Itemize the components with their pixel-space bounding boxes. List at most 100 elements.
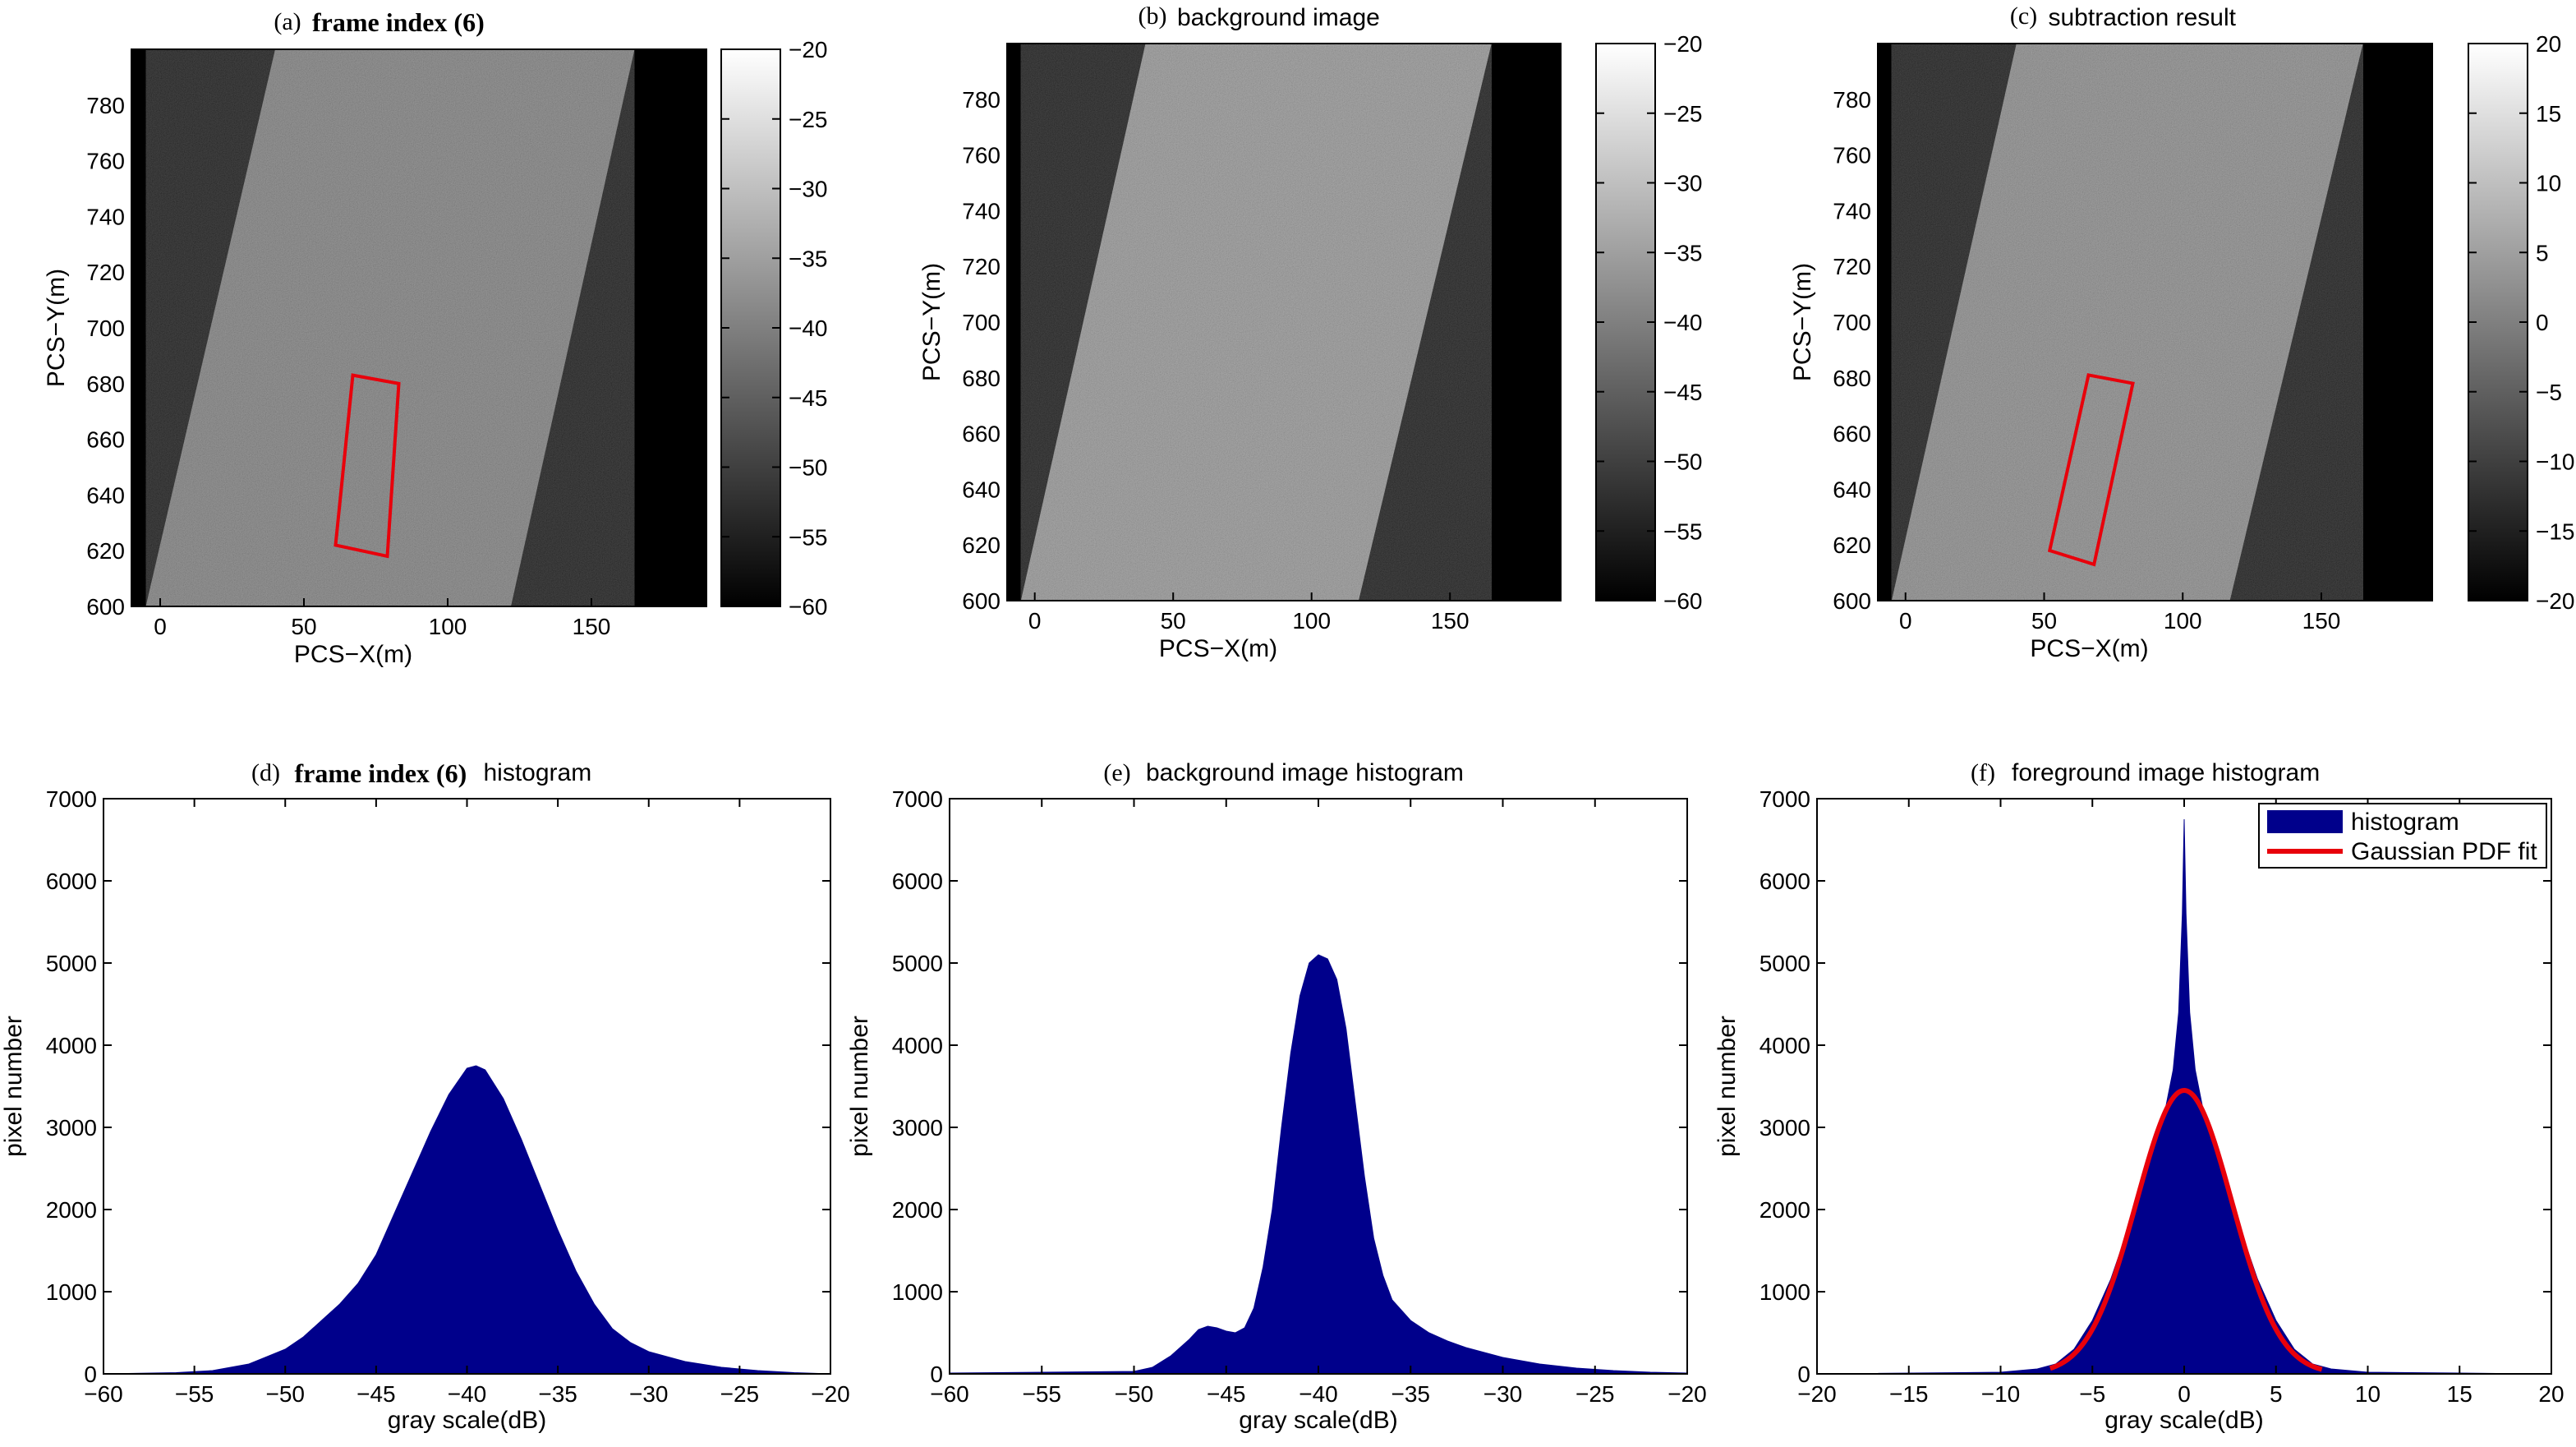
y-tick-label: 780 xyxy=(86,93,125,118)
legend-swatch-histogram xyxy=(2267,810,2343,833)
x-tick-label: −20 xyxy=(1668,1381,1707,1407)
y-tick-label: 780 xyxy=(962,87,1000,113)
title: foreground image histogram xyxy=(2012,759,2320,786)
x-axis-label: gray scale(dB) xyxy=(1239,1407,1397,1434)
x-tick-label: 0 xyxy=(154,614,167,639)
x-tick-label: −60 xyxy=(930,1381,969,1407)
y-tick-label: 6000 xyxy=(46,869,97,894)
y-axis-label: pixel number xyxy=(0,1016,27,1157)
y-tick-label: 2000 xyxy=(1760,1197,1810,1223)
y-tick-label: 740 xyxy=(962,198,1000,224)
panel-title: (e) background image histogram xyxy=(1103,759,1464,786)
panel-title: (f) foreground image histogram xyxy=(1971,759,2320,786)
x-tick-label: −30 xyxy=(1484,1381,1523,1407)
y-tick-label: 720 xyxy=(86,260,125,285)
colorbar-tick-label: −45 xyxy=(789,385,828,411)
x-axis-label: PCS−X(m) xyxy=(294,641,412,668)
colorbar-tick-label: −30 xyxy=(789,177,828,202)
panel-b: 0 50 100 150 600 620 640 660 680 700 720 740 760 780 P… xyxy=(918,2,1703,662)
y-tick-label: 640 xyxy=(962,477,1000,502)
y-tick-label: 7000 xyxy=(1760,786,1810,812)
y-tick-label: 7000 xyxy=(46,786,97,812)
x-tick-label: −10 xyxy=(1981,1381,2021,1407)
colorbar-tick-label: 15 xyxy=(2536,101,2561,127)
x-tick-label: 15 xyxy=(2447,1381,2472,1407)
x-tick-label: −40 xyxy=(448,1381,487,1407)
colorbar: 20 15 10 5 0 −5 −10 −15 −20 xyxy=(2468,31,2575,614)
y-tick-label: 740 xyxy=(86,204,125,229)
colorbar-tick-label: −55 xyxy=(1663,518,1703,544)
panel-label: (a) xyxy=(274,8,301,35)
x-tick-label: 100 xyxy=(429,614,467,639)
y-tick-label: 5000 xyxy=(1760,951,1810,976)
colorbar-gradient xyxy=(2468,43,2528,601)
panel-label: (e) xyxy=(1103,759,1130,786)
y-tick-label: 600 xyxy=(1833,588,1871,614)
x-tick-label: 0 xyxy=(1899,608,1912,634)
x-tick-label: −30 xyxy=(629,1381,669,1407)
colorbar-gradient xyxy=(1595,43,1656,601)
highlight-box xyxy=(2047,373,2135,567)
y-tick-label: 720 xyxy=(1833,254,1871,279)
y-tick-label: 620 xyxy=(1833,532,1871,558)
colorbar-tick-label: −55 xyxy=(789,524,828,550)
y-tick-label: 5000 xyxy=(46,951,97,976)
y-tick-label: 6000 xyxy=(1760,869,1810,894)
panel-label: (b) xyxy=(1138,2,1167,30)
colorbar: −20 −25 −30 −35 −40 −45 −50 −55 −60 xyxy=(720,37,828,620)
y-tick-label: 660 xyxy=(1833,422,1871,447)
y-tick-label: 620 xyxy=(962,532,1000,558)
panel-label: (f) xyxy=(1971,759,1995,786)
y-tick-label: 720 xyxy=(962,254,1000,279)
x-tick-label: −25 xyxy=(1576,1381,1615,1407)
x-tick-label: −20 xyxy=(811,1381,850,1407)
image-speckle xyxy=(1020,44,1492,601)
x-axis-label: PCS−X(m) xyxy=(2030,635,2148,662)
y-tick-label: 680 xyxy=(1833,366,1871,391)
histogram-bars xyxy=(1816,818,2552,1375)
x-tick-label: −25 xyxy=(720,1381,760,1407)
x-tick-label: 10 xyxy=(2355,1381,2380,1407)
colorbar-tick-label: −50 xyxy=(789,455,828,481)
y-tick-label: 2000 xyxy=(892,1197,943,1223)
y-tick-label: 680 xyxy=(962,366,1000,391)
histogram-bars xyxy=(949,954,1688,1375)
colorbar-tick-label: −60 xyxy=(789,594,828,620)
legend-label-fit: Gaussian PDF fit xyxy=(2351,838,2537,865)
x-tick-label: −45 xyxy=(356,1381,396,1407)
x-tick-label: 50 xyxy=(291,614,316,639)
y-tick-label: 4000 xyxy=(892,1033,943,1058)
colorbar: −20 −25 −30 −35 −40 −45 −50 −55 −60 xyxy=(1595,31,1703,614)
y-axis-label: PCS−Y(m) xyxy=(918,263,945,381)
panel-title: (c) subtraction result xyxy=(2010,2,2237,31)
colorbar-tick-label: −25 xyxy=(789,107,828,132)
panel-title: (a) frame index (6) xyxy=(274,7,484,37)
colorbar-tick-label: −30 xyxy=(1663,171,1703,196)
panel-c: 0 50 100 150600620640660680700720740760780P… xyxy=(1789,2,2575,662)
y-tick-label: 1000 xyxy=(892,1279,943,1305)
y-axis-label: PCS−Y(m) xyxy=(43,269,70,387)
colorbar-tick-label: −10 xyxy=(2536,449,2575,475)
colorbar-tick-label: −20 xyxy=(2536,588,2575,614)
y-axis-label: pixel number xyxy=(846,1016,873,1157)
x-tick-label: −45 xyxy=(1207,1381,1246,1407)
x-tick-label: −55 xyxy=(1023,1381,1062,1407)
y-tick-label: 660 xyxy=(86,427,125,453)
colorbar-tick-label: −5 xyxy=(2536,380,2562,405)
colorbar-tick-label: −35 xyxy=(789,246,828,271)
y-tick-label: 760 xyxy=(86,149,125,174)
x-tick-label: −5 xyxy=(2079,1381,2105,1407)
panel-f: −20 −15 −10 −5 0 5 10 15 20 0 1000 2000 3000 4000 5000… xyxy=(1714,759,2564,1434)
x-tick-label: −50 xyxy=(266,1381,306,1407)
x-tick-label: 100 xyxy=(1292,608,1331,634)
highlight-box xyxy=(334,373,401,559)
legend-label-histogram: histogram xyxy=(2351,809,2459,836)
y-tick-label: 700 xyxy=(1833,310,1871,335)
title: background image histogram xyxy=(1146,759,1464,786)
panel-label: (c) xyxy=(2010,2,2037,30)
x-tick-label: −55 xyxy=(175,1381,214,1407)
y-tick-label: 640 xyxy=(86,482,125,508)
x-tick-label: 0 xyxy=(1028,608,1042,634)
colorbar-tick-label: −15 xyxy=(2536,518,2575,544)
